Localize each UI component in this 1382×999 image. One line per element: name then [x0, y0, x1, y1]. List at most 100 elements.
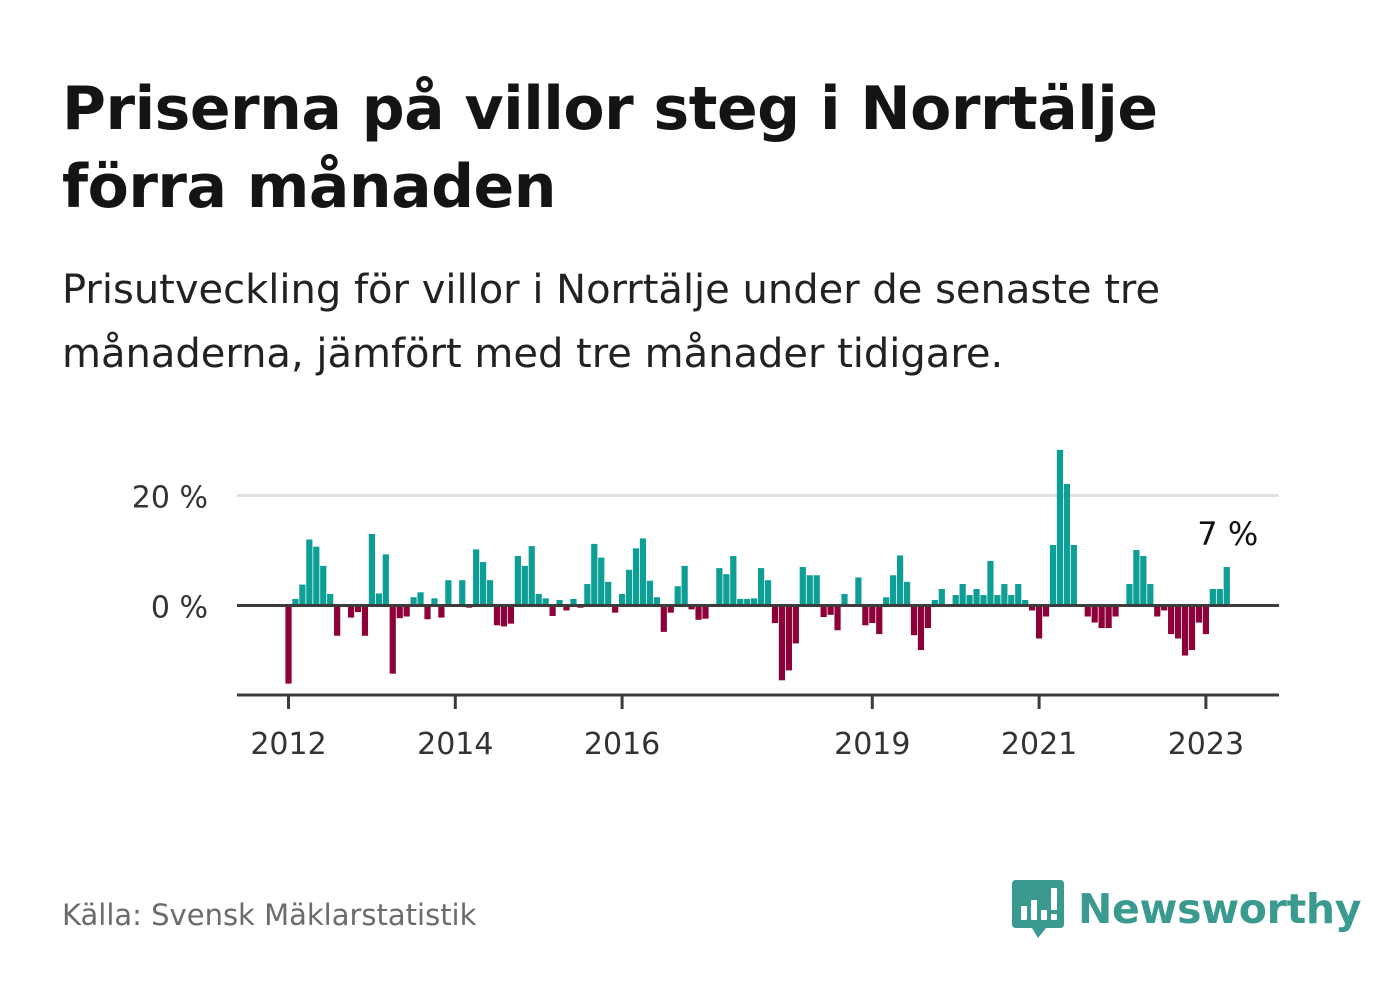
- bar: [1126, 584, 1133, 606]
- bar: [737, 598, 744, 606]
- bar: [938, 589, 945, 606]
- bar: [389, 605, 396, 674]
- bar: [563, 605, 570, 611]
- last-value-annotation: 7 %: [1197, 515, 1258, 553]
- bar: [403, 605, 410, 617]
- bar: [1022, 600, 1029, 606]
- bar: [500, 605, 508, 627]
- bar: [883, 597, 890, 606]
- y-tick-label: 0 %: [151, 591, 208, 626]
- bar: [438, 605, 445, 618]
- chart-title: Priserna på villor steg i Norrtälje förr…: [62, 74, 1158, 222]
- bar: [1154, 605, 1161, 617]
- bar: [1042, 605, 1050, 617]
- bar: [1001, 584, 1008, 606]
- bar: [410, 597, 417, 606]
- bar: [514, 556, 521, 606]
- bar: [730, 556, 737, 606]
- bar: [660, 605, 667, 632]
- bar: [1147, 584, 1154, 606]
- bar: [486, 580, 494, 606]
- bar: [1175, 605, 1182, 639]
- bar: [973, 589, 980, 606]
- bar: [1188, 605, 1196, 651]
- bar: [862, 605, 869, 626]
- bar: [382, 554, 389, 606]
- bar: [1209, 589, 1216, 606]
- bar: [313, 546, 320, 606]
- bar: [459, 580, 466, 606]
- bar: [507, 605, 514, 624]
- bar: [1036, 605, 1043, 639]
- bar: [771, 605, 779, 624]
- newsworthy-logo-icon: [1012, 880, 1064, 938]
- bar: [570, 598, 577, 606]
- bar: [424, 605, 431, 620]
- x-tick-label: 2021: [1001, 727, 1077, 762]
- bar: [820, 605, 827, 618]
- bar: [813, 575, 820, 606]
- bar: [521, 565, 528, 606]
- bar: [744, 598, 751, 606]
- bar: [924, 605, 931, 629]
- newsworthy-logo-text: Newsworthy: [1078, 885, 1362, 933]
- bar: [1049, 545, 1057, 606]
- bar: [1161, 605, 1168, 611]
- bar: [778, 605, 786, 681]
- bar: [347, 605, 355, 618]
- bar: [632, 548, 640, 606]
- bar: [834, 605, 841, 631]
- bar: [869, 605, 876, 624]
- bar: [646, 580, 653, 606]
- bar: [480, 562, 487, 606]
- bar: [799, 567, 806, 606]
- x-tick-label: 2014: [417, 727, 493, 762]
- bar: [361, 605, 369, 636]
- bar: [751, 598, 758, 606]
- bar: [952, 595, 959, 606]
- bar: [702, 605, 709, 619]
- bar: [1181, 605, 1189, 656]
- bar: [1168, 605, 1175, 635]
- x-tick-label: 2012: [250, 727, 326, 762]
- bar: [299, 584, 306, 606]
- bar: [764, 580, 772, 606]
- bar: [528, 546, 535, 606]
- bar: [785, 605, 792, 671]
- axes: [237, 604, 1279, 709]
- bar: [903, 581, 911, 606]
- bar: [535, 593, 542, 606]
- bar: [431, 598, 438, 606]
- bar: [910, 605, 918, 636]
- bar: [931, 600, 938, 606]
- chart-subtitle: Prisutveckling för villor i Norrtälje un…: [62, 267, 1161, 377]
- bar: [827, 605, 834, 615]
- bars: [285, 449, 1230, 684]
- bar: [1223, 567, 1230, 606]
- bar: [1084, 605, 1091, 617]
- bar: [1133, 549, 1140, 606]
- bar: [591, 543, 598, 606]
- bar: [667, 605, 674, 613]
- newsworthy-logo[interactable]: Newsworthy: [1012, 880, 1361, 938]
- bar: [987, 560, 994, 606]
- bar: [806, 575, 813, 606]
- bar: [598, 557, 605, 606]
- x-tick-label: 2016: [584, 727, 660, 762]
- bar: [1029, 605, 1036, 611]
- bar: [917, 605, 925, 651]
- bar: [1202, 605, 1209, 635]
- bar: [1091, 605, 1098, 623]
- bar: [473, 549, 480, 606]
- bar: [396, 605, 403, 619]
- bar: [855, 577, 862, 606]
- bar: [605, 581, 612, 606]
- bar: [493, 605, 501, 626]
- bar: [556, 600, 563, 606]
- bar: [716, 568, 723, 606]
- bar: [792, 605, 799, 644]
- bar: [653, 597, 660, 606]
- bar: [1195, 605, 1203, 623]
- bar: [1140, 556, 1147, 606]
- bar: [966, 595, 973, 606]
